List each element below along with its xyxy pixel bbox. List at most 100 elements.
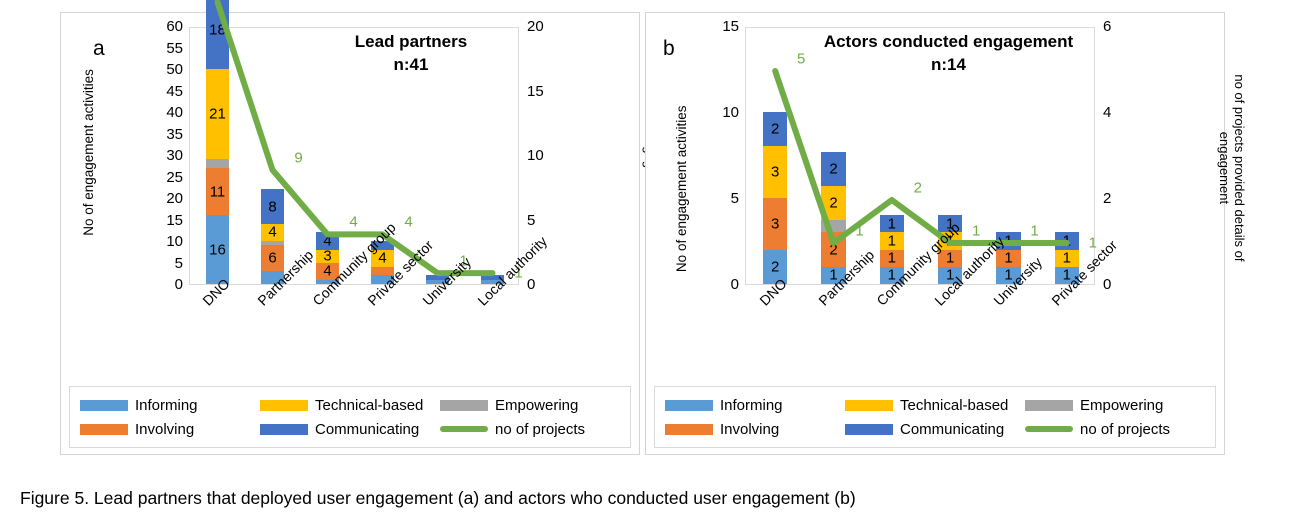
bar-value-label: 8 [268, 198, 277, 216]
legend-swatch-icon [80, 399, 128, 411]
bar-stack[interactable]: 2242 [370, 241, 395, 284]
bar-segment[interactable]: 1 [480, 279, 505, 284]
axis-tick-label: 45 [166, 82, 183, 100]
axis-tick-label: 10 [527, 147, 544, 164]
bar-segment[interactable]: 3 [315, 249, 340, 264]
plot-area-a: 161121186484342242112294411 [189, 0, 523, 285]
bar-segment[interactable]: 1 [937, 266, 963, 284]
projects-line-series [214, 0, 496, 277]
chart-panel-a: a No of engagement activities 0 5 10 15 20 25… [60, 0, 672, 455]
legend-item-communicating[interactable]: Communicating [845, 421, 1025, 438]
axis-tick-label: 60 [166, 18, 183, 35]
line-value-label: 1 [971, 222, 981, 240]
bar-segment[interactable]: 4 [315, 262, 340, 280]
bar-segment[interactable]: 3 [762, 146, 788, 199]
bar-segment[interactable]: 4 [370, 249, 395, 267]
legend-item-communicating[interactable]: Communicating [260, 421, 440, 438]
bar-segment[interactable]: 2 [370, 241, 395, 250]
bar-stack[interactable]: 6 4 8 [260, 189, 285, 284]
bar-segment[interactable]: 4 [260, 223, 285, 242]
bar-value-label: 11 [209, 183, 226, 201]
legend-item-informing[interactable]: Informing [665, 397, 845, 414]
bar-value-label: 1 [1062, 249, 1071, 267]
projects-line-series [772, 68, 1070, 246]
bar-segment[interactable]: 1 [937, 215, 963, 233]
bar-value-label: 1 [829, 266, 838, 284]
legend-item-no-of-projects[interactable]: no of projects [1025, 421, 1205, 438]
axis-tick-label: 5 [527, 211, 536, 229]
bar-segment[interactable]: 1 [996, 249, 1021, 267]
axis-tick-label: 0 [527, 276, 536, 293]
axis-tick-label: 30 [166, 147, 183, 164]
bar-value-label: 1 [887, 249, 896, 267]
chart-title-a-line1: Lead partners [354, 32, 468, 51]
y-axis-right-ticks-a: 0 5 10 15 20 [527, 13, 573, 313]
bar-stack[interactable]: 2 3 3 2 [762, 112, 788, 284]
axis-tick-label: 0 [730, 276, 739, 293]
bar-segment[interactable]: 1 [996, 266, 1021, 284]
bar-segment[interactable]: 1 [879, 232, 905, 250]
axis-tick-label: 15 [527, 82, 544, 100]
legend-label: Communicating [900, 420, 1005, 438]
bar-segment[interactable] [315, 279, 340, 284]
legend-label: no of projects [1080, 420, 1171, 438]
legend-swatch-icon [260, 423, 308, 435]
bar-segment[interactable]: 1 [821, 266, 846, 284]
bar-segment[interactable]: 8 [260, 189, 285, 224]
legend-label: Empowering [1080, 396, 1164, 414]
bar-segment[interactable]: 6 [260, 245, 285, 272]
bar-segment[interactable]: 1 [879, 266, 905, 284]
bar-segment[interactable]: 1 [879, 215, 905, 233]
bar-segment[interactable]: 2 [762, 112, 788, 147]
bar-value-label: 2 [770, 120, 780, 138]
bar-segment[interactable] [260, 271, 285, 284]
line-value-label: 4 [404, 213, 413, 231]
bar-segment[interactable]: 3 [762, 198, 788, 250]
line-value-label: 1 [855, 222, 864, 240]
axis-tick-label: 20 [166, 190, 183, 207]
bar-value-label: 1 [887, 232, 896, 250]
axis-tick-label: 2 [1103, 190, 1112, 207]
axis-tick-label: 10 [166, 233, 183, 250]
projects-line-path [214, 0, 496, 277]
bar-value-label: 4 [323, 262, 332, 280]
bar-segment[interactable]: 1 [937, 249, 963, 267]
bar-segment[interactable] [260, 241, 285, 246]
bar-segment[interactable] [205, 159, 230, 168]
legend-item-involving[interactable]: Involving [80, 421, 260, 438]
legend-item-technical-based[interactable]: Technical-based [845, 397, 1025, 414]
axis-tick-label: 25 [166, 168, 183, 186]
bar-stack[interactable]: 16 11 21 18 [205, 0, 230, 284]
bar-segment[interactable]: 2 [370, 266, 395, 276]
legend-item-no-of-projects[interactable]: no of projects [440, 421, 620, 438]
bar-segment[interactable]: 16 [205, 215, 230, 284]
legend-item-empowering[interactable]: Empowering [1025, 397, 1205, 414]
axis-tick-label: 0 [174, 276, 183, 293]
bar-value-label: 1 [945, 266, 955, 284]
bar-stack[interactable]: 1 [480, 275, 505, 284]
bar-segment[interactable]: 2 [821, 151, 846, 186]
legend-label: Empowering [495, 396, 579, 414]
bar-segment[interactable]: 2 [370, 275, 395, 284]
bar-segment[interactable]: 2 [762, 249, 788, 284]
bar-segment[interactable] [425, 275, 450, 280]
bar-segment[interactable] [480, 275, 505, 280]
bar-segment[interactable]: 11 [205, 167, 230, 216]
axis-tick-label: 40 [166, 104, 183, 121]
legend-item-involving[interactable]: Involving [665, 421, 845, 438]
bar-segment[interactable]: 1 [879, 249, 905, 267]
bar-value-label: 1 [945, 215, 955, 233]
bar-segment[interactable]: 1 [1054, 266, 1080, 284]
legend-item-technical-based[interactable]: Technical-based [260, 397, 440, 414]
legend-label: Technical-based [315, 396, 424, 414]
bar-segment[interactable]: 21 [205, 69, 230, 160]
bar-stack[interactable]: 1 [425, 275, 450, 284]
legend-item-informing[interactable]: Informing [80, 397, 260, 414]
bar-segment[interactable]: 1 [1054, 249, 1080, 267]
legend-item-empowering[interactable]: Empowering [440, 397, 620, 414]
bar-segment[interactable]: 1 [425, 279, 450, 284]
line-value-label: 4 [349, 213, 358, 231]
